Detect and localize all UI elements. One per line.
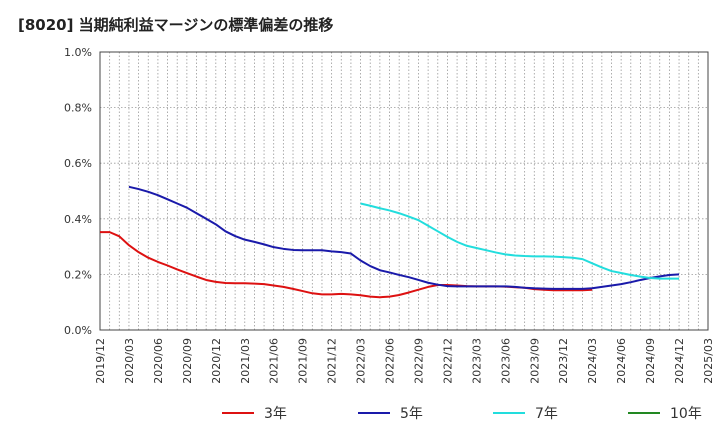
legend-label: 10年 xyxy=(670,406,702,422)
x-tick-label: 2022/03 xyxy=(355,338,368,384)
y-tick-label: 0.0% xyxy=(64,324,92,337)
x-tick-label: 2021/03 xyxy=(239,338,252,384)
y-tick-label: 0.8% xyxy=(64,102,92,115)
x-tick-label: 2021/09 xyxy=(297,338,310,384)
x-tick-label: 2023/12 xyxy=(557,338,570,384)
x-tick-label: 2019/12 xyxy=(94,338,107,384)
x-tick-label: 2020/09 xyxy=(181,338,194,384)
series-line xyxy=(360,202,680,280)
plot-border xyxy=(99,51,709,331)
legend-item: 10年 xyxy=(628,406,702,422)
legend-label: 3年 xyxy=(264,406,287,422)
series-line xyxy=(128,185,680,290)
y-tick-label: 0.2% xyxy=(64,268,92,281)
chart-title: [8020] 当期純利益マージンの標準偏差の推移 xyxy=(18,16,334,34)
x-tick-label: 2023/09 xyxy=(528,338,541,384)
legend-label: 7年 xyxy=(535,406,558,422)
x-tick-label: 2020/06 xyxy=(152,338,165,384)
x-tick-label: 2023/06 xyxy=(499,338,512,384)
legend-label: 5年 xyxy=(400,406,423,422)
x-tick-label: 2022/09 xyxy=(412,338,425,384)
legend-item: 7年 xyxy=(493,406,558,422)
x-tick-label: 2020/12 xyxy=(210,338,223,384)
x-tick-label: 2022/12 xyxy=(441,338,454,384)
x-tick-label: 2024/06 xyxy=(615,338,628,384)
x-tick-label: 2020/03 xyxy=(123,338,136,384)
x-tick-label: 2021/06 xyxy=(268,338,281,384)
x-tick-label: 2023/03 xyxy=(470,338,483,384)
legend-item: 5年 xyxy=(358,406,423,422)
legend-item: 3年 xyxy=(222,406,287,422)
x-tick-label: 2024/09 xyxy=(644,338,657,384)
x-tick-label: 2022/06 xyxy=(384,338,397,384)
y-tick-label: 0.4% xyxy=(64,213,92,226)
x-tick-label: 2021/12 xyxy=(326,338,339,384)
y-tick-label: 1.0% xyxy=(64,46,92,59)
plot-area xyxy=(100,52,708,330)
x-tick-label: 2024/12 xyxy=(673,338,686,384)
x-tick-label: 2024/03 xyxy=(586,338,599,384)
y-tick-label: 0.6% xyxy=(64,157,92,170)
x-tick-label: 2025/03 xyxy=(702,338,715,384)
